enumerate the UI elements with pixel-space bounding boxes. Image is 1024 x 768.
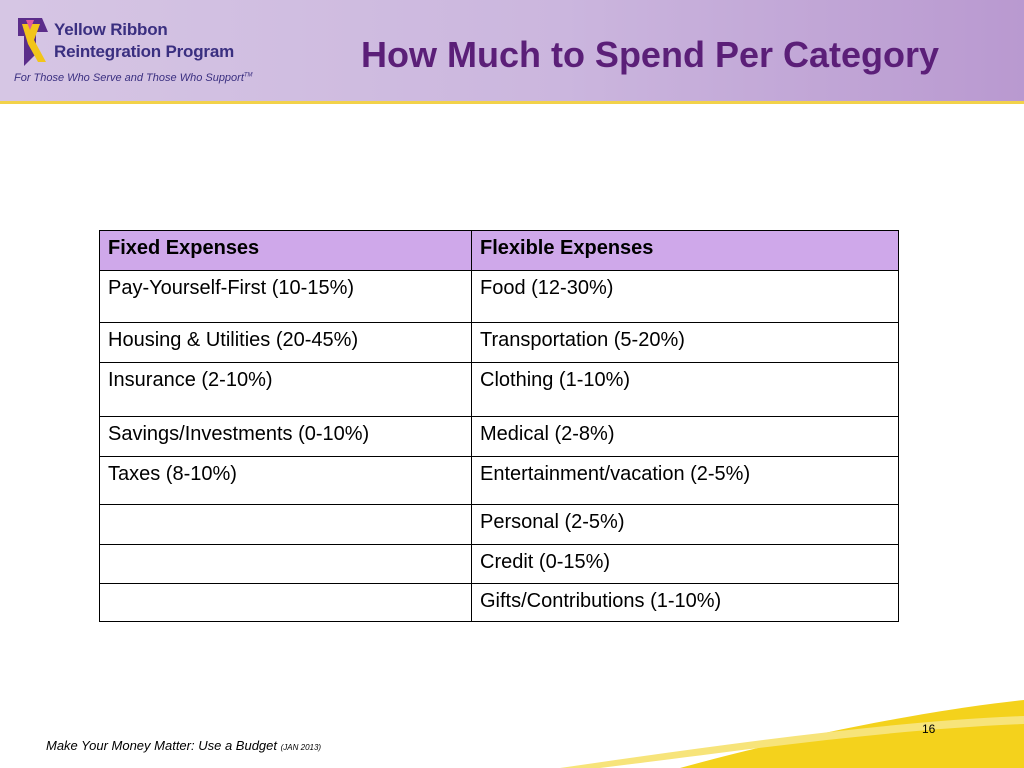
table-row: Housing & Utilities (20-45%) Transportat… [99,322,899,363]
flexible-expense-cell: Clothing (1-10%) [471,362,899,417]
slide-header [0,0,1024,101]
flexible-expense-cell: Medical (2-8%) [471,416,899,457]
ribbon-icon [18,18,48,66]
fixed-expense-cell: Pay-Yourself-First (10-15%) [99,270,472,323]
budget-category-table: Fixed Expenses Flexible Expenses Pay-You… [99,230,899,622]
flexible-expense-cell: Food (12-30%) [471,270,899,323]
footer-text: Make Your Money Matter: Use a Budget (JA… [46,738,322,753]
slide-title: How Much to Spend Per Category [360,34,940,75]
table-row: Insurance (2-10%) Clothing (1-10%) [99,362,899,417]
trademark-mark: TM [243,72,253,79]
page-number: 16 [922,722,936,736]
table-row: Taxes (8-10%) Entertainment/vacation (2-… [99,456,899,505]
table-row: Personal (2-5%) [99,504,899,545]
column-header-fixed: Fixed Expenses [99,230,472,271]
table-header-row: Fixed Expenses Flexible Expenses [99,230,899,271]
logo-tagline: For Those Who Serve and Those Who Suppor… [14,72,253,84]
yellow-ribbon-logo: Yellow Ribbon Reintegration Program For … [12,14,253,94]
fixed-expense-cell: Taxes (8-10%) [99,456,472,505]
fixed-expense-cell [99,583,472,622]
table-row: Savings/Investments (0-10%) Medical (2-8… [99,416,899,457]
table-row: Gifts/Contributions (1-10%) [99,583,899,622]
logo-line-2: Reintegration Program [54,42,234,61]
table-row: Pay-Yourself-First (10-15%) Food (12-30%… [99,270,899,323]
footer-date: (JAN 2013) [280,743,322,752]
fixed-expense-cell [99,504,472,545]
fixed-expense-cell: Insurance (2-10%) [99,362,472,417]
flexible-expense-cell: Transportation (5-20%) [471,322,899,363]
flexible-expense-cell: Gifts/Contributions (1-10%) [471,583,899,622]
fixed-expense-cell: Savings/Investments (0-10%) [99,416,472,457]
header-rule [0,101,1024,104]
flexible-expense-cell: Entertainment/vacation (2-5%) [471,456,899,505]
column-header-flexible: Flexible Expenses [471,230,899,271]
logo-line-1: Yellow Ribbon [54,20,168,39]
